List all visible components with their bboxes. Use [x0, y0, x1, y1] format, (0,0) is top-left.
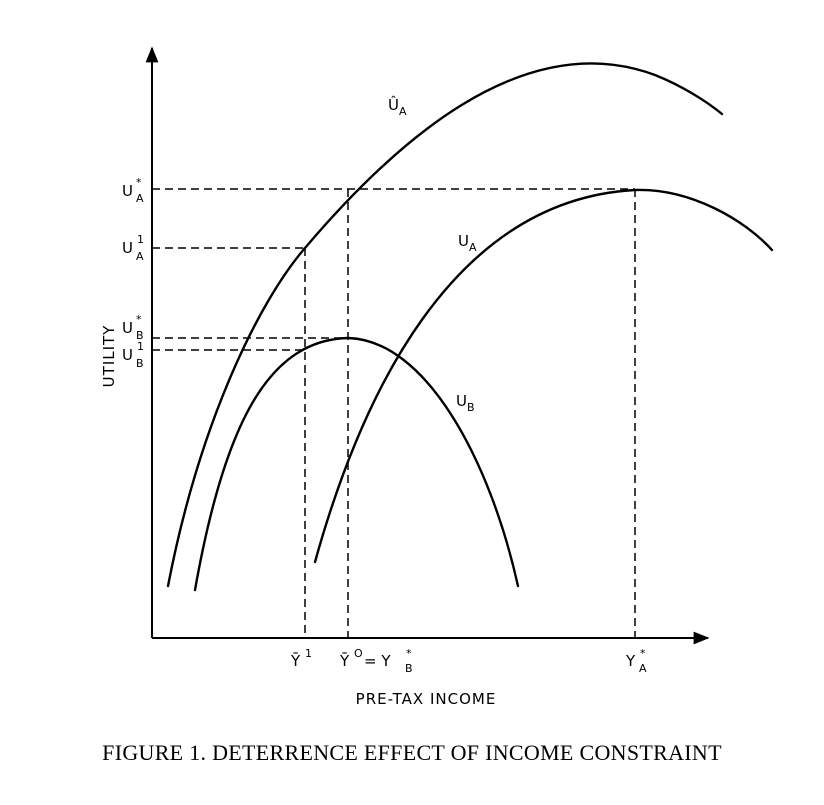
svg-text:*: *	[136, 176, 142, 189]
svg-text:B: B	[405, 662, 413, 675]
svg-text:A: A	[136, 250, 144, 263]
x-axis-title: PRE-TAX INCOME	[356, 690, 497, 708]
x-tick-y-bar-1: Ȳ 1	[290, 647, 312, 670]
label-u-hat-a: ÛA	[388, 95, 407, 118]
x-tick-y-a-star: Y * A	[625, 647, 647, 675]
label-u-a: UA	[458, 232, 477, 254]
svg-text:*: *	[136, 313, 142, 326]
curve-u-hat-a	[166, 62, 724, 588]
svg-text:*: *	[406, 647, 412, 660]
svg-text:= Y: = Y	[364, 652, 391, 670]
svg-text:B: B	[136, 329, 144, 342]
svg-text:U: U	[122, 319, 133, 337]
x-tick-y-bar-0: Ȳ O = Y * B	[339, 647, 413, 675]
figure-caption: FIGURE 1. DETERRENCE EFFECT OF INCOME CO…	[102, 740, 722, 765]
svg-text:B: B	[136, 357, 144, 370]
svg-text:A: A	[639, 662, 647, 675]
svg-text:Ȳ: Ȳ	[339, 652, 350, 670]
svg-text:1: 1	[305, 647, 312, 660]
y-tick-u-b-star: U * B	[122, 313, 144, 342]
svg-text:U: U	[122, 346, 133, 364]
svg-text:1: 1	[137, 233, 144, 246]
svg-text:U: U	[122, 239, 133, 257]
svg-text:Y: Y	[625, 652, 636, 670]
svg-text:1: 1	[137, 340, 144, 353]
svg-text:O: O	[354, 647, 363, 660]
svg-text:A: A	[136, 192, 144, 205]
svg-text:U: U	[122, 182, 133, 200]
svg-text:*: *	[640, 647, 646, 660]
svg-text:Ȳ: Ȳ	[290, 652, 301, 670]
curve-u-b	[193, 336, 520, 592]
y-axis-title: UTILITY	[100, 325, 118, 388]
y-tick-u-b-1: U 1 B	[122, 340, 144, 370]
label-u-b: UB	[456, 392, 475, 414]
curve-u-a	[313, 188, 774, 564]
y-tick-u-a-1: U 1 A	[122, 233, 144, 263]
y-tick-u-a-star: U * A	[122, 176, 144, 205]
